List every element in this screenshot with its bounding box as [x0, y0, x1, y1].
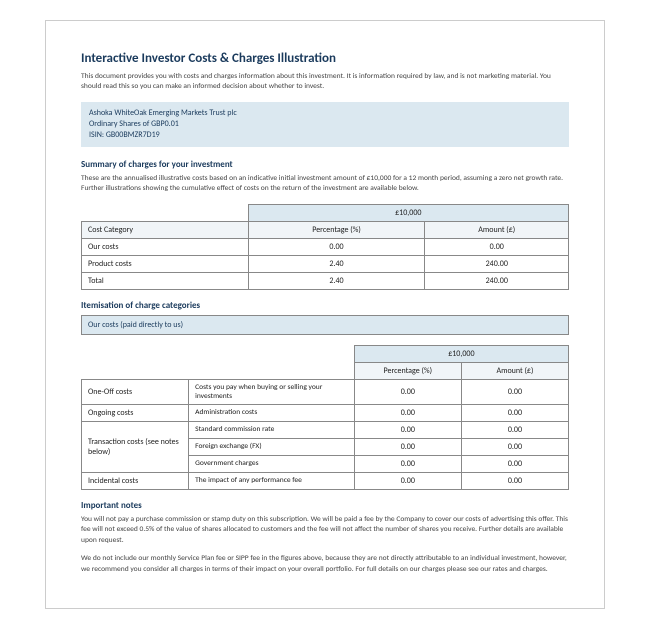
amount-header: £10,000	[248, 204, 568, 221]
summary-table: £10,000 Cost Category Percentage (%) Amo…	[81, 204, 569, 290]
instrument-name: Ashoka WhiteOak Emerging Markets Trust p…	[89, 108, 561, 119]
amount-header: £10,000	[354, 345, 568, 362]
table-row: Percentage (%) Amount (£)	[82, 362, 569, 379]
instrument-shares: Ordinary Shares of GBP0.01	[89, 119, 561, 130]
table-row: Product costs 2.40 240.00	[82, 255, 569, 272]
itemisation-table: £10,000 Percentage (%) Amount (£) One-Of…	[81, 345, 569, 490]
pct-cell: 0.00	[354, 472, 461, 489]
table-row: Our costs 0.00 0.00	[82, 238, 569, 255]
amt-cell: 0.00	[461, 438, 568, 455]
cost-category: Our costs	[82, 238, 249, 255]
summary-heading: Summary of charges for your investment	[81, 159, 569, 170]
table-row: £10,000	[82, 345, 569, 362]
row-category: Incidental costs	[82, 472, 189, 489]
intro-text: This document provides you with costs an…	[81, 72, 569, 92]
pct-cell: 0.00	[354, 438, 461, 455]
row-desc: The impact of any performance fee	[189, 472, 355, 489]
row-category: Ongoing costs	[82, 404, 189, 421]
document-page: Interactive Investor Costs & Charges Ill…	[45, 20, 605, 609]
notes-block: You will not pay a purchase commission o…	[81, 515, 569, 576]
table-row: Ongoing costs Administration costs 0.00 …	[82, 404, 569, 421]
pct-cell: 0.00	[354, 421, 461, 438]
col-category: Cost Category	[82, 221, 249, 238]
pct-cell: 0.00	[354, 455, 461, 472]
amt-cell: 0.00	[461, 421, 568, 438]
table-row: £10,000	[82, 204, 569, 221]
notes-heading: Important notes	[81, 500, 569, 511]
itemisation-bar: Our costs (paid directly to us)	[81, 315, 569, 335]
summary-text: These are the annualised illustrative co…	[81, 174, 569, 194]
row-desc: Standard commission rate	[189, 421, 355, 438]
amt-cell: 0.00	[461, 472, 568, 489]
itemisation-heading: Itemisation of charge categories	[81, 300, 569, 311]
col-amount: Amount (£)	[461, 362, 568, 379]
row-desc: Government charges	[189, 455, 355, 472]
row-category: One-Off costs	[82, 379, 189, 404]
pct-cell: 0.00	[354, 404, 461, 421]
note-paragraph: You will not pay a purchase commission o…	[81, 515, 569, 547]
pct-cell: 2.40	[248, 255, 425, 272]
col-amount: Amount (£)	[425, 221, 569, 238]
note-paragraph: We do not include our monthly Service Pl…	[81, 554, 569, 575]
pct-cell: 0.00	[248, 238, 425, 255]
cost-category: Product costs	[82, 255, 249, 272]
pct-cell: 2.40	[248, 272, 425, 289]
table-row: Transaction costs (see notes below) Stan…	[82, 421, 569, 438]
amt-cell: 0.00	[461, 379, 568, 404]
cost-category: Total	[82, 272, 249, 289]
instrument-isin: ISIN: GB00BMZR7D19	[89, 130, 561, 141]
pct-cell: 0.00	[354, 379, 461, 404]
table-row: Total 2.40 240.00	[82, 272, 569, 289]
amt-cell: 240.00	[425, 255, 569, 272]
amt-cell: 0.00	[461, 404, 568, 421]
amt-cell: 0.00	[461, 455, 568, 472]
page-title: Interactive Investor Costs & Charges Ill…	[81, 51, 569, 66]
row-desc: Administration costs	[189, 404, 355, 421]
col-percentage: Percentage (%)	[354, 362, 461, 379]
table-row: One-Off costs Costs you pay when buying …	[82, 379, 569, 404]
amt-cell: 0.00	[425, 238, 569, 255]
instrument-infobox: Ashoka WhiteOak Emerging Markets Trust p…	[81, 102, 569, 146]
row-desc: Foreign exchange (FX)	[189, 438, 355, 455]
amt-cell: 240.00	[425, 272, 569, 289]
row-category: Transaction costs (see notes below)	[82, 421, 189, 472]
table-row: Incidental costs The impact of any perfo…	[82, 472, 569, 489]
col-percentage: Percentage (%)	[248, 221, 425, 238]
row-desc: Costs you pay when buying or selling you…	[189, 379, 355, 404]
table-row: Cost Category Percentage (%) Amount (£)	[82, 221, 569, 238]
